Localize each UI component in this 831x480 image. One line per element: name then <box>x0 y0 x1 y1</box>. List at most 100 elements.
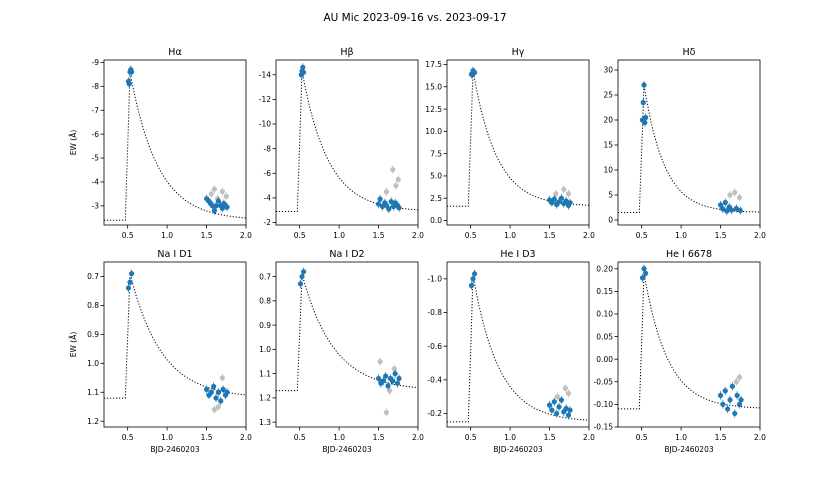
x-tick-label: 2.0 <box>583 433 595 442</box>
late-point <box>386 206 392 212</box>
y-tick-label: -4 <box>264 194 272 203</box>
y-tick-label: 1.3 <box>259 418 271 427</box>
y-tick-label: 15 <box>603 141 613 150</box>
y-tick-label: -8 <box>92 82 100 91</box>
late-point <box>558 397 564 403</box>
y-tick-label: 0.15 <box>596 287 613 296</box>
gray-point <box>736 194 743 201</box>
gray-point <box>215 404 221 410</box>
y-tick-label: 1.1 <box>259 369 271 378</box>
gray-point <box>733 379 739 385</box>
gray-point <box>727 192 733 198</box>
gray-point <box>219 375 225 381</box>
y-tick-label: 25 <box>603 91 613 100</box>
x-tick-label: 1.0 <box>504 433 516 442</box>
gray-point <box>211 186 218 192</box>
y-tick-label: 0.9 <box>87 330 99 339</box>
y-tick-label: 0.05 <box>596 332 613 341</box>
x-tick-label: 1.5 <box>373 231 385 240</box>
x-tick-label: 0.5 <box>636 433 648 442</box>
gray-point <box>219 188 225 195</box>
x-tick-label: 1.0 <box>675 433 687 442</box>
late-point <box>546 402 553 408</box>
y-tick-label: -2 <box>264 218 272 227</box>
flare-point <box>127 279 133 285</box>
late-point <box>551 196 557 202</box>
late-point <box>213 395 219 401</box>
y-tick-label: -1.0 <box>427 275 442 284</box>
x-tick-label: 0.5 <box>636 231 648 240</box>
panel-title: Hγ <box>512 47 525 58</box>
flare-point <box>639 275 646 281</box>
y-tick-label: 1.2 <box>87 417 99 426</box>
late-point <box>563 198 569 204</box>
y-tick-label: -0.2 <box>427 409 442 418</box>
x-axis-label: BJD-2460203 <box>322 445 371 454</box>
panel-5: 0.5 1.0 1.5 2.0 0.7 0.8 0.9 1.0 1.1 1.2 1.3 Na I D2… <box>259 249 424 454</box>
panel-title: He I 6678 <box>666 249 712 260</box>
y-tick-label: -7 <box>92 106 100 115</box>
late-point <box>375 375 382 382</box>
late-point <box>567 200 573 206</box>
flare-point <box>468 282 475 289</box>
flare-point <box>129 270 135 277</box>
x-tick-label: 1.5 <box>715 231 727 240</box>
y-tick-label: -14 <box>259 70 271 79</box>
gray-point <box>562 385 568 391</box>
gray-point <box>377 358 383 365</box>
x-tick-label: 2.0 <box>240 231 252 240</box>
y-tick-label: 0.0 <box>430 216 442 225</box>
y-tick-label: 0.00 <box>596 355 613 364</box>
late-point <box>385 383 391 389</box>
flare-point <box>472 271 478 277</box>
y-tick-label: 0 <box>608 216 613 225</box>
late-point <box>220 386 226 392</box>
late-point <box>729 383 735 389</box>
model-curve <box>447 70 590 207</box>
y-tick-label: -9 <box>92 58 100 67</box>
x-tick-label: 0.5 <box>465 433 477 442</box>
panel-2: 0.5 1.0 1.5 2.0 0.0 2.5 5.0 7.5 10.0 12.5 15.0 17.5… <box>425 47 595 240</box>
late-point <box>390 378 396 384</box>
x-tick-label: 0.5 <box>122 433 134 442</box>
x-tick-label: 2.0 <box>240 433 252 442</box>
x-tick-label: 1.0 <box>504 231 516 240</box>
y-tick-label: 0.8 <box>259 297 271 306</box>
y-tick-label: -10 <box>259 120 271 129</box>
y-tick-label: -6 <box>92 130 100 139</box>
late-point <box>224 204 230 210</box>
y-tick-label: -3 <box>92 202 100 211</box>
y-tick-label: 1.1 <box>87 388 99 397</box>
late-point <box>722 199 728 206</box>
axes-frame <box>275 59 419 226</box>
y-tick-label: 12.5 <box>425 105 442 114</box>
late-point <box>720 206 726 212</box>
x-tick-label: 0.5 <box>294 433 306 442</box>
y-tick-label: 2.5 <box>430 194 442 203</box>
flare-point <box>125 285 132 291</box>
panel-title: Na I D2 <box>329 249 364 260</box>
flare-point <box>297 281 304 287</box>
panel-7: 0.5 1.0 1.5 2.0 0.20 0.15 0.10 0.05 0.00 -0.05 -0.… <box>594 249 767 454</box>
x-tick-label: 2.0 <box>412 433 424 442</box>
late-point <box>549 407 555 413</box>
late-point <box>729 207 735 213</box>
x-tick-label: 1.5 <box>201 433 213 442</box>
late-point <box>727 397 733 403</box>
gray-point <box>561 186 567 192</box>
late-point <box>383 202 390 208</box>
flare-point <box>301 69 307 75</box>
late-point <box>551 399 557 405</box>
y-tick-label: -0.4 <box>427 376 442 385</box>
late-point <box>732 410 738 417</box>
x-tick-label: 1.5 <box>544 231 556 240</box>
late-point <box>224 389 230 395</box>
axes-frame <box>446 59 590 226</box>
y-tick-label: 30 <box>603 66 613 75</box>
late-point <box>734 392 740 398</box>
x-tick-label: 1.5 <box>373 433 385 442</box>
x-tick-label: 0.5 <box>122 231 134 240</box>
x-tick-label: 1.5 <box>201 231 213 240</box>
panel-title: Na I D1 <box>157 249 192 260</box>
late-point <box>738 397 744 403</box>
